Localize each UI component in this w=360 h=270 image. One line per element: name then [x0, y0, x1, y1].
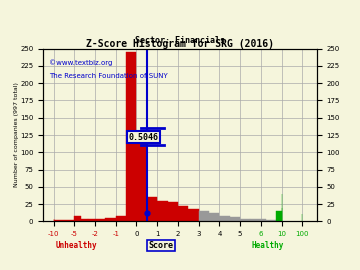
Text: Unhealthy: Unhealthy — [55, 241, 97, 250]
Bar — [74, 216, 81, 221]
Bar — [126, 52, 136, 221]
Text: Score: Score — [148, 241, 174, 250]
Bar — [266, 220, 271, 221]
Bar — [199, 211, 209, 221]
Bar — [251, 219, 261, 221]
Bar — [116, 216, 126, 221]
Bar — [219, 216, 230, 221]
Bar — [188, 209, 199, 221]
Bar — [157, 201, 167, 221]
Bar — [178, 206, 188, 221]
Bar — [230, 217, 240, 221]
Bar — [88, 219, 95, 221]
Bar — [95, 219, 105, 221]
Text: ©www.textbiz.org: ©www.textbiz.org — [49, 59, 112, 66]
Text: Healthy: Healthy — [251, 241, 284, 250]
Bar — [209, 213, 219, 221]
Bar — [240, 219, 251, 221]
Bar — [261, 219, 266, 221]
Bar — [81, 219, 88, 221]
Bar — [276, 211, 282, 221]
Text: The Research Foundation of SUNY: The Research Foundation of SUNY — [49, 73, 167, 79]
Y-axis label: Number of companies (997 total): Number of companies (997 total) — [14, 83, 19, 187]
Bar — [105, 218, 116, 221]
Title: Z-Score Histogram for SRG (2016): Z-Score Histogram for SRG (2016) — [86, 39, 274, 49]
Text: Sector: Financials: Sector: Financials — [135, 36, 225, 45]
Bar — [271, 220, 276, 221]
Bar — [54, 220, 74, 221]
Bar — [167, 202, 178, 221]
Bar — [136, 139, 147, 221]
Text: 0.5046: 0.5046 — [129, 133, 159, 141]
Bar — [147, 197, 157, 221]
